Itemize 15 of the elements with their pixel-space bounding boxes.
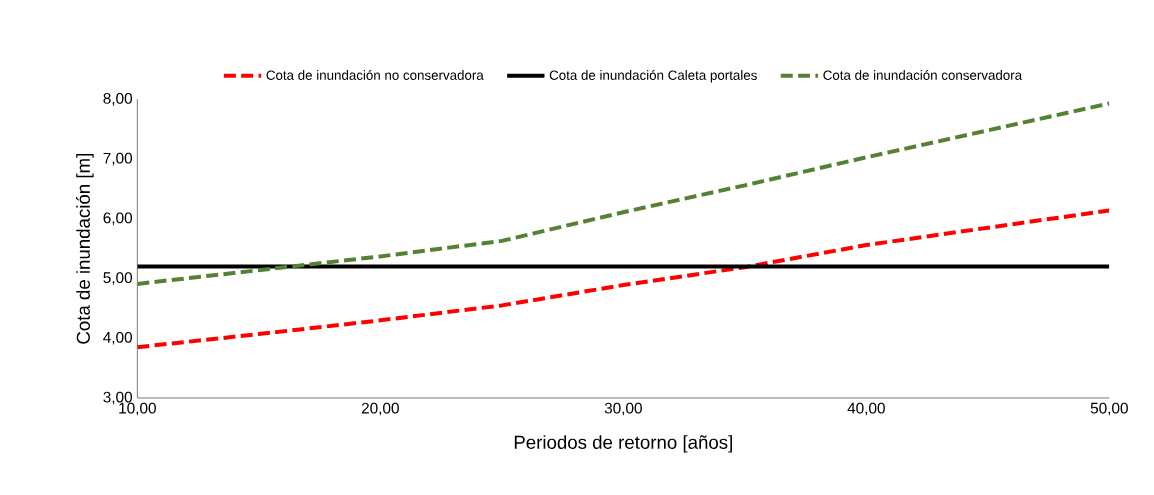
y-tick-label: 7,00 — [103, 152, 133, 166]
x-tick-label: 50,00 — [1090, 402, 1128, 416]
x-tick-label: 30,00 — [604, 402, 642, 416]
legend-label: Cota de inundación no conservadora — [266, 69, 484, 80]
y-axis-title: Cota de inundación [m] — [76, 154, 94, 344]
x-axis-title: Periodos de retorno [años] — [514, 435, 732, 453]
x-tick-label: 40,00 — [847, 402, 885, 416]
y-tick-label: 4,00 — [103, 331, 133, 345]
legend-label: Cota de inundación Caleta portales — [549, 69, 757, 83]
x-tick-label: 20,00 — [361, 402, 399, 416]
y-tick-label: 8,00 — [103, 92, 133, 106]
line-series — [137, 208, 1110, 350]
y-tick-label: 6,00 — [103, 212, 133, 226]
legend-label: Cota de inundación conservadora — [823, 69, 1023, 80]
y-tick-label: 5,00 — [103, 272, 133, 285]
